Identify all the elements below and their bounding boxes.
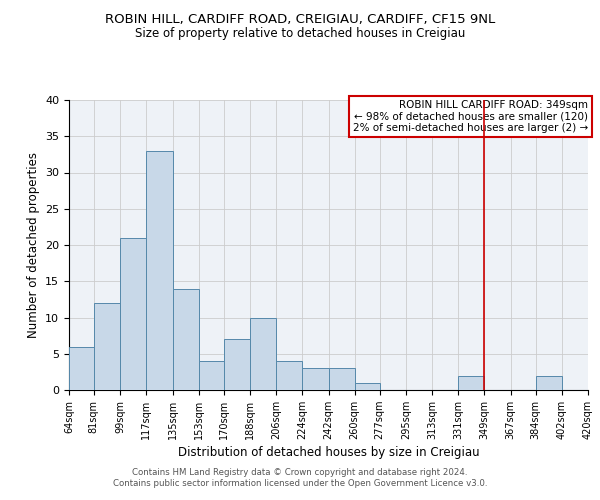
X-axis label: Distribution of detached houses by size in Creigiau: Distribution of detached houses by size … [178, 446, 479, 459]
Y-axis label: Number of detached properties: Number of detached properties [26, 152, 40, 338]
Bar [146, 151, 173, 390]
Text: ROBIN HILL, CARDIFF ROAD, CREIGIAU, CARDIFF, CF15 9NL: ROBIN HILL, CARDIFF ROAD, CREIGIAU, CARD… [105, 12, 495, 26]
Bar [69, 346, 94, 390]
Bar [355, 383, 380, 390]
Bar [536, 376, 562, 390]
Text: Size of property relative to detached houses in Creigiau: Size of property relative to detached ho… [135, 28, 465, 40]
Bar [120, 238, 146, 390]
Bar [199, 361, 224, 390]
Bar [250, 318, 276, 390]
Text: ROBIN HILL CARDIFF ROAD: 349sqm
← 98% of detached houses are smaller (120)
2% of: ROBIN HILL CARDIFF ROAD: 349sqm ← 98% of… [353, 100, 588, 133]
Bar [173, 288, 199, 390]
Text: Contains HM Land Registry data © Crown copyright and database right 2024.
Contai: Contains HM Land Registry data © Crown c… [113, 468, 487, 487]
Bar [276, 361, 302, 390]
Bar [302, 368, 329, 390]
Bar [329, 368, 355, 390]
Bar [94, 303, 120, 390]
Bar [458, 376, 484, 390]
Bar [224, 339, 250, 390]
